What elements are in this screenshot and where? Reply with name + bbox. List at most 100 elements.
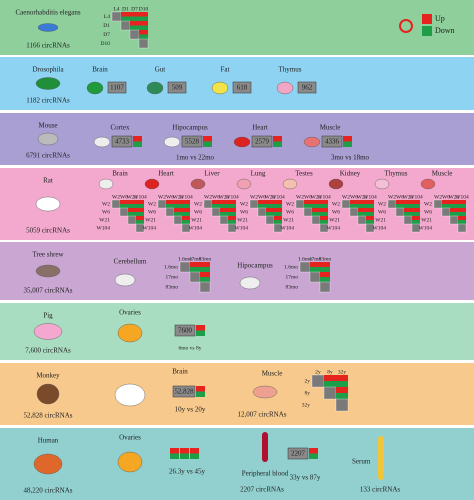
icon (117, 451, 143, 473)
time-label: W2 (250, 194, 258, 200)
time-label: W104 (373, 225, 387, 231)
time-label: D1 (103, 23, 110, 29)
time-label: W6 (396, 194, 404, 200)
up-cell (450, 208, 458, 212)
tissue-name: Muscle (432, 170, 453, 178)
icon (93, 136, 111, 148)
down-cell (458, 212, 466, 216)
species-total: 7,600 circRNAs (25, 347, 71, 355)
time-label: W21 (375, 217, 386, 223)
up-cell (220, 200, 228, 204)
band (0, 303, 474, 360)
icon (33, 323, 63, 340)
time-label: 83mo (319, 256, 332, 262)
tissue-name: Peripheral blood (242, 470, 289, 478)
diag-cell (227, 223, 237, 233)
diag-cell (309, 271, 321, 283)
up-cell (266, 200, 274, 204)
up-cell (458, 200, 466, 204)
down-cell (320, 277, 330, 282)
up-cell (404, 200, 412, 204)
up-cell (139, 30, 148, 35)
time-label: W104 (133, 194, 147, 200)
time-label: 1.6mo (284, 264, 298, 270)
diag-cell (387, 199, 397, 209)
time-label: W6 (258, 194, 266, 200)
diag-cell (341, 199, 351, 209)
time-label: 2y (315, 369, 321, 375)
diag-cell (111, 199, 121, 209)
tissue-name: Cerebellum (114, 258, 147, 266)
band (0, 363, 474, 425)
time-label: W6 (240, 209, 248, 215)
species-total: 35,007 circRNAs (24, 287, 73, 295)
up-cell (228, 216, 236, 220)
up-cell (324, 375, 336, 381)
time-label: W21 (329, 217, 340, 223)
tissue-name: Hipocampus (237, 262, 273, 270)
down-cell (274, 204, 282, 208)
up-cell (458, 216, 466, 220)
down-cell (412, 212, 420, 216)
tissue-name: Ovaries (119, 434, 141, 442)
down-cell (396, 204, 404, 208)
diag-cell (265, 215, 275, 225)
diag-cell (311, 374, 325, 388)
diag-cell (165, 207, 175, 217)
down-cell (320, 220, 328, 224)
icon (37, 132, 59, 146)
up-cell (442, 200, 450, 204)
diag-cell (203, 199, 213, 209)
down-cell (200, 277, 210, 282)
tissue-name: Gut (155, 66, 166, 74)
icon (211, 81, 229, 95)
species-name: Rat (43, 177, 53, 185)
species-total: 52,828 circRNAs (24, 412, 73, 420)
diag-cell (299, 261, 311, 273)
time-label: W21 (283, 217, 294, 223)
time-label: 83mo (199, 256, 212, 262)
value-box (181, 135, 203, 148)
up-cell (273, 136, 282, 142)
up-cell (320, 208, 328, 212)
diag-cell (357, 215, 367, 225)
value-box (287, 447, 309, 460)
species-name: Caenorhabditis elegans (15, 9, 80, 17)
comparison: 26.3y vs 45y (169, 468, 205, 476)
legend-down (422, 26, 432, 36)
diag-cell (319, 281, 331, 293)
time-label: W104 (271, 194, 285, 200)
tissue-name: Liver (204, 170, 220, 178)
tissue-name: Lung (251, 170, 266, 178)
comparison: 1mo vs 22mo (176, 154, 215, 162)
up-cell (180, 448, 189, 454)
time-label: W104 (455, 194, 469, 200)
icon (190, 178, 206, 190)
value-label: 509 (172, 84, 183, 92)
down-cell (190, 267, 200, 272)
down-cell (404, 204, 412, 208)
diag-cell (181, 223, 191, 233)
time-label: W104 (143, 225, 157, 231)
down-cell (182, 204, 190, 208)
down-cell (200, 267, 210, 272)
legend-label: Up (435, 14, 445, 23)
value-box (297, 81, 317, 94)
time-label: W21 (237, 217, 248, 223)
down-cell (266, 204, 274, 208)
time-label: 1.6mo (298, 256, 312, 262)
value-box (251, 135, 273, 148)
down-cell (139, 34, 148, 39)
up-cell (228, 200, 236, 204)
time-label: W2 (388, 194, 396, 200)
diag-cell (311, 215, 321, 225)
diag-cell (111, 11, 122, 22)
icon (36, 383, 60, 405)
up-cell (458, 208, 466, 212)
icon (35, 264, 61, 278)
tissue-name: Ovaries (119, 309, 141, 317)
time-label: W104 (189, 225, 203, 231)
down-cell (310, 267, 320, 272)
up-cell (412, 208, 420, 212)
up-cell (320, 272, 330, 277)
